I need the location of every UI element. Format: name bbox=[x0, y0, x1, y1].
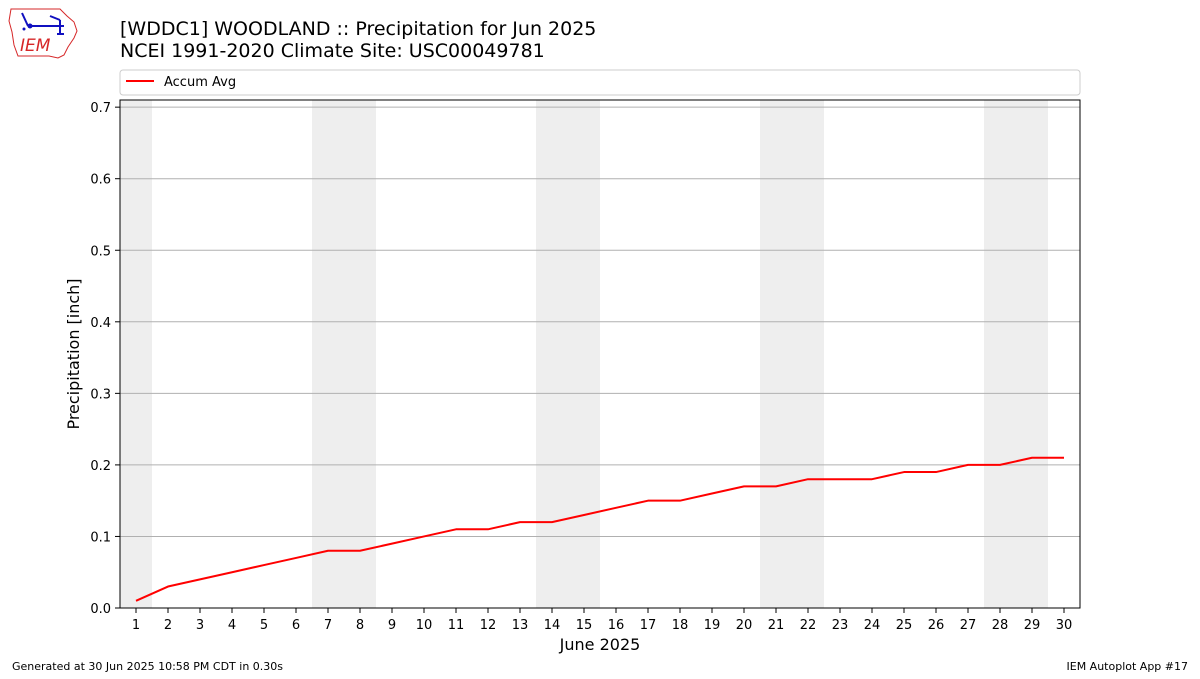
legend-label-accum-avg: Accum Avg bbox=[164, 75, 236, 90]
x-axis-ticks: 1 2 3 4 5 6 7 8 9 10 11 12 13 14 15 16 17 18 19 20 21 22 23 24 2… bbox=[132, 608, 1072, 633]
footer-app-id: IEM Autoplot App #17 bbox=[1067, 660, 1189, 673]
x-tick-label: 3 bbox=[196, 618, 204, 633]
weekend-band-2 bbox=[536, 100, 600, 608]
x-tick-label: 14 bbox=[544, 618, 561, 633]
y-tick-label: 0.2 bbox=[90, 459, 111, 474]
x-tick-label: 10 bbox=[416, 618, 433, 633]
x-tick-label: 12 bbox=[480, 618, 497, 633]
y-tick-label: 0.3 bbox=[90, 387, 111, 402]
x-tick-label: 30 bbox=[1056, 618, 1073, 633]
y-tick-label: 0.0 bbox=[90, 602, 111, 617]
x-axis-label: June 2025 bbox=[559, 635, 641, 654]
x-tick-label: 24 bbox=[864, 618, 881, 633]
x-tick-label: 29 bbox=[1024, 618, 1041, 633]
x-tick-label: 17 bbox=[640, 618, 657, 633]
series-line-accum-avg bbox=[135, 456, 1064, 602]
y-tick-label: 0.5 bbox=[90, 244, 111, 259]
x-tick-label: 22 bbox=[800, 618, 817, 633]
iem-logo: IEM bbox=[8, 8, 78, 59]
x-tick-label: 19 bbox=[704, 618, 721, 633]
logo-text: IEM bbox=[20, 36, 51, 56]
x-tick-label: 2 bbox=[164, 618, 172, 633]
weekend-band-1 bbox=[312, 100, 376, 608]
x-tick-label: 8 bbox=[356, 618, 364, 633]
x-tick-label: 27 bbox=[960, 618, 977, 633]
plot-area-frame bbox=[119, 99, 1081, 609]
x-tick-label: 21 bbox=[768, 618, 785, 633]
y-tick-label: 0.7 bbox=[90, 101, 111, 116]
footer-generated: Generated at 30 Jun 2025 10:58 PM CDT in… bbox=[12, 660, 283, 673]
x-tick-label: 6 bbox=[292, 618, 300, 633]
y-axis-label: Precipitation [inch] bbox=[64, 278, 83, 429]
x-tick-label: 20 bbox=[736, 618, 753, 633]
x-tick-label: 28 bbox=[992, 618, 1009, 633]
weekend-shading bbox=[120, 100, 1048, 608]
chart-title: [WDDC1] WOODLAND :: Precipitation for Ju… bbox=[120, 18, 596, 40]
x-tick-label: 15 bbox=[576, 618, 593, 633]
x-tick-label: 23 bbox=[832, 618, 849, 633]
x-tick-label: 26 bbox=[928, 618, 945, 633]
x-tick-label: 16 bbox=[608, 618, 625, 633]
x-tick-label: 13 bbox=[512, 618, 529, 633]
y-axis-ticks: 0.0 0.1 0.2 0.3 0.4 0.5 0.6 0.7 bbox=[90, 101, 120, 617]
x-tick-label: 1 bbox=[132, 618, 140, 633]
x-tick-label: 25 bbox=[896, 618, 913, 633]
x-tick-label: 7 bbox=[324, 618, 332, 633]
x-tick-label: 4 bbox=[228, 618, 236, 633]
series-layer bbox=[135, 456, 1064, 602]
y-tick-label: 0.1 bbox=[90, 530, 111, 545]
y-tick-label: 0.4 bbox=[90, 316, 111, 331]
x-tick-label: 5 bbox=[260, 618, 268, 633]
x-tick-label: 9 bbox=[388, 618, 396, 633]
weekend-band-0 bbox=[120, 100, 152, 608]
weekend-band-4 bbox=[984, 100, 1048, 608]
weather-station-icon bbox=[21, 12, 64, 35]
x-tick-label: 18 bbox=[672, 618, 689, 633]
x-tick-label: 11 bbox=[448, 618, 465, 633]
y-tick-label: 0.6 bbox=[90, 173, 111, 188]
weekend-band-3 bbox=[760, 100, 824, 608]
legend: Accum Avg bbox=[119, 69, 1081, 96]
chart-subtitle: NCEI 1991-2020 Climate Site: USC00049781 bbox=[120, 40, 545, 62]
legend-box bbox=[119, 69, 1081, 96]
